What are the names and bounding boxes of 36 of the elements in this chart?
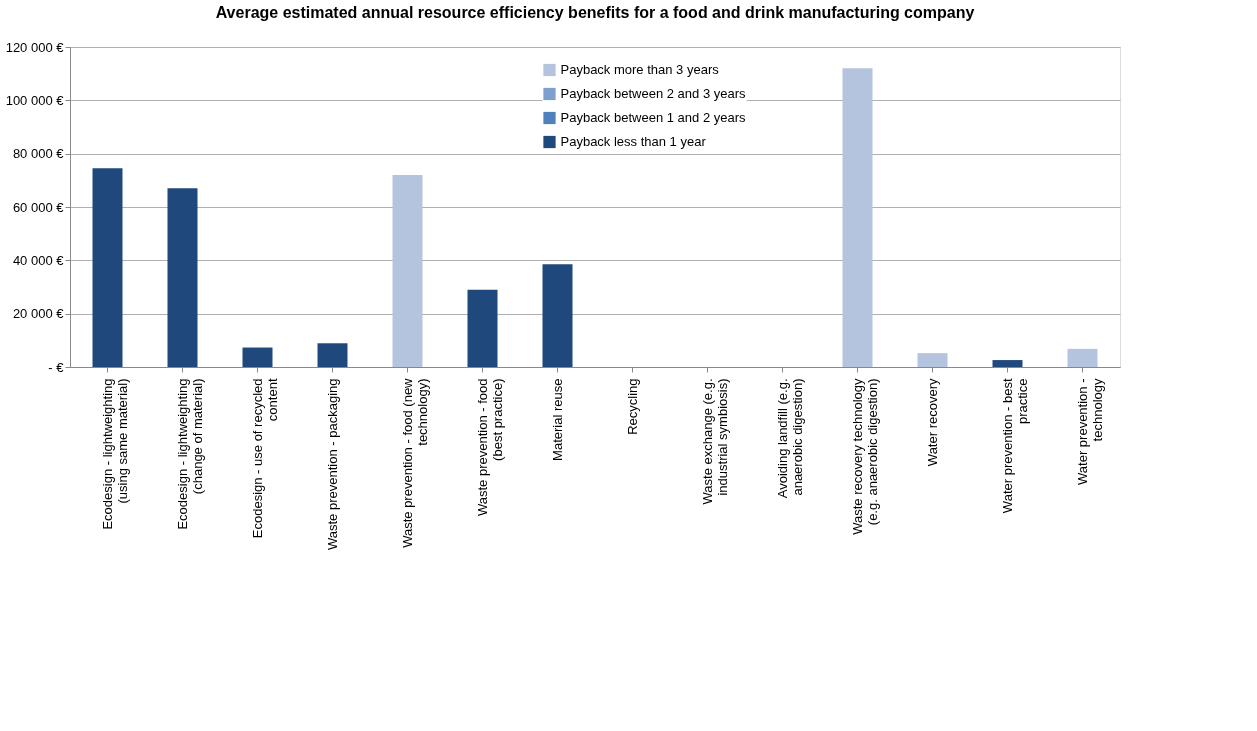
x-tick-label: Ecodesign - use of recycled content bbox=[249, 378, 280, 539]
legend-label: Payback more than 3 years bbox=[560, 62, 720, 77]
x-tick-label: Waste prevention - food (new technology) bbox=[399, 377, 430, 548]
x-tick-label: Waste exchange (e.g. industrial symbiosis) bbox=[699, 378, 730, 505]
x-tick-label: Ecodesign - lightweighting (using same material) bbox=[99, 378, 130, 530]
bar bbox=[917, 353, 948, 367]
bar bbox=[842, 68, 873, 367]
chart-title: Average estimated annual resource efficiency benefits for a food and drink manufacturing company bbox=[215, 4, 975, 21]
y-tick-label: - € bbox=[48, 359, 65, 375]
x-tick-label: Water prevention - best practice bbox=[999, 378, 1030, 514]
bar bbox=[392, 175, 423, 367]
x-tick-label: Ecodesign - lightweighting (change of material) bbox=[174, 378, 205, 530]
y-tick-label: 100 000 € bbox=[5, 92, 65, 108]
legend-label: Payback between 1 and 2 years bbox=[560, 110, 747, 125]
bar bbox=[467, 289, 498, 367]
y-tick-label: 60 000 € bbox=[12, 199, 65, 215]
y-tick-label: 20 000 € bbox=[12, 306, 65, 322]
x-tick-label: Waste recovery technology (e.g. anaerobic digestion) bbox=[849, 378, 880, 535]
bar bbox=[167, 188, 198, 367]
legend-label: Payback less than 1 year bbox=[560, 134, 707, 149]
y-tick-label: 120 000 € bbox=[5, 39, 65, 55]
bar bbox=[992, 360, 1023, 367]
y-tick-label: 80 000 € bbox=[12, 146, 65, 162]
x-tick-label: Recycling bbox=[624, 378, 640, 435]
bar bbox=[542, 264, 573, 367]
bar bbox=[1067, 348, 1098, 367]
bar bbox=[317, 343, 348, 367]
bar bbox=[242, 347, 273, 367]
x-tick-label: Material reuse bbox=[549, 378, 565, 461]
y-tick-label: 40 000 € bbox=[12, 252, 65, 268]
x-tick-label: Water recovery bbox=[924, 378, 940, 467]
x-tick-label: Avoiding landfill (e.g. anaerobic digestion) bbox=[774, 378, 805, 499]
bar bbox=[92, 168, 123, 367]
x-tick-label: Waste prevention - packaging bbox=[324, 378, 340, 551]
legend-label: Payback between 2 and 3 years bbox=[560, 86, 747, 101]
x-tick-label: Waste prevention - food (best practice) bbox=[474, 378, 505, 517]
